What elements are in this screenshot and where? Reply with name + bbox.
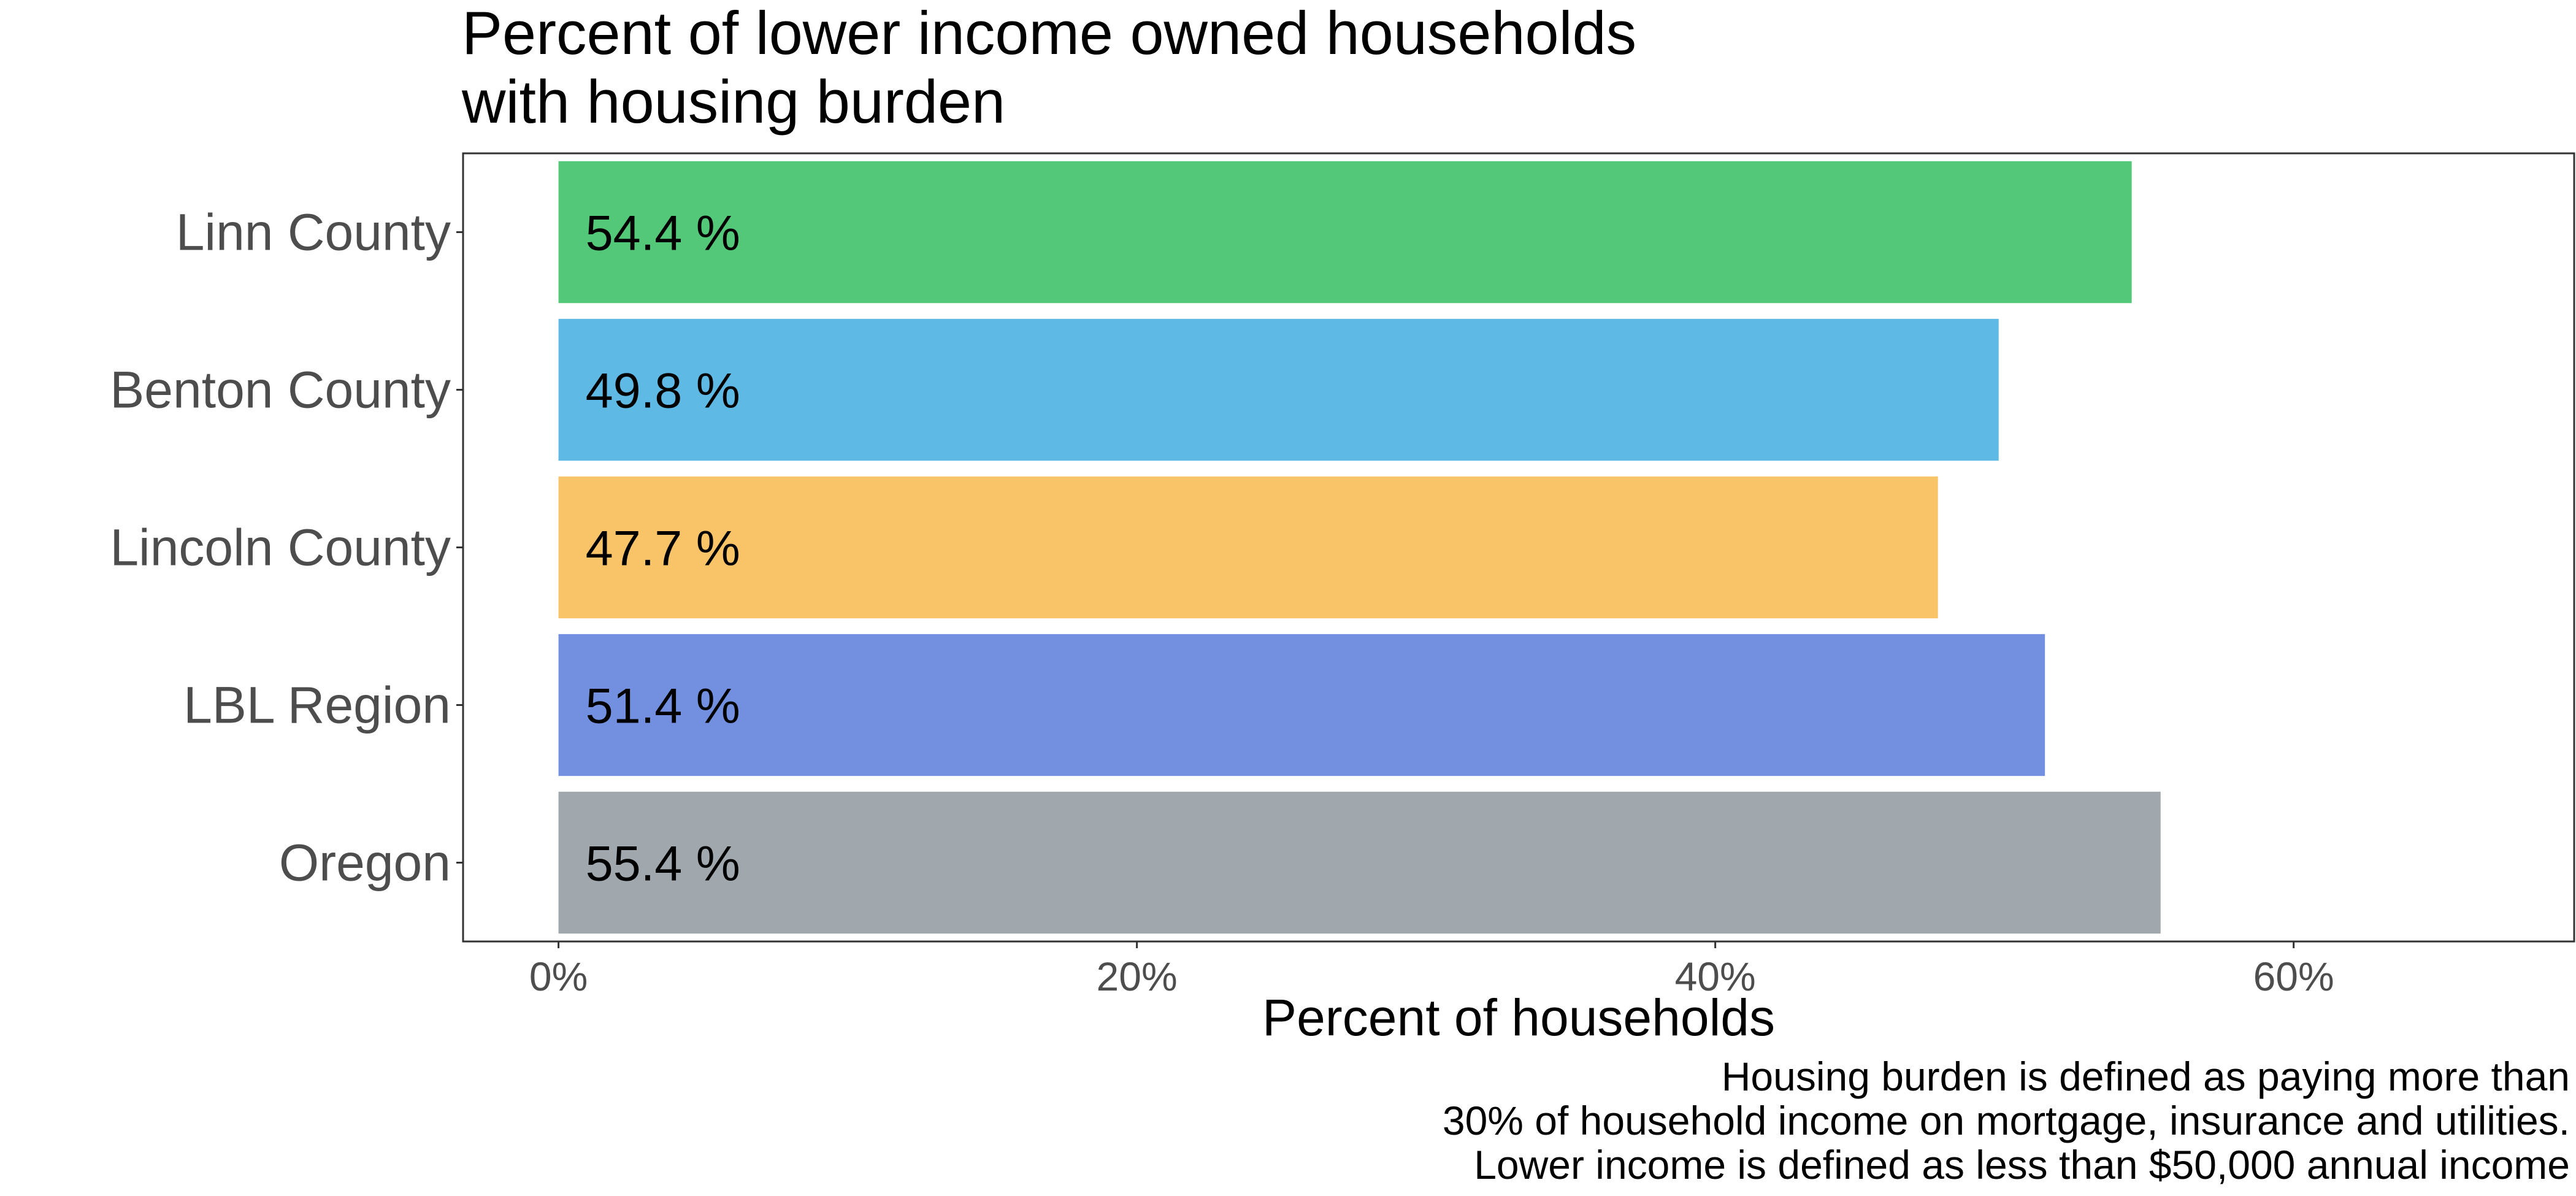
- bar-2: [558, 318, 1999, 461]
- caption-line-1: Housing burden is defined as paying more…: [1722, 1054, 2570, 1099]
- x-tick-label-2: 20%: [1097, 954, 1178, 999]
- y-category-label-3: Lincoln County: [110, 519, 451, 577]
- chart-title: Percent of lower income owned households…: [461, 0, 1636, 136]
- x-axis-title: Percent of households: [1262, 989, 1775, 1046]
- caption-line-2: 30% of household income on mortgage, ins…: [1443, 1098, 2570, 1143]
- y-axis-category-labels: Linn County Benton County Lincoln County LB…: [110, 204, 463, 892]
- bar-value-label-4: 51.4 %: [586, 679, 740, 734]
- y-category-label-2: Benton County: [110, 361, 451, 419]
- chart-title-line-2: with housing burden: [461, 67, 1005, 136]
- chart-title-line-1: Percent of lower income owned households: [462, 0, 1636, 67]
- x-tick-label-4: 60%: [2253, 954, 2334, 999]
- bar-value-label-1: 54.4 %: [586, 206, 740, 261]
- bar-5: [558, 791, 2161, 934]
- x-axis-ticks: 0% 20% 40% 60%: [529, 941, 2334, 999]
- bar-1: [558, 161, 2132, 304]
- bar-3: [558, 476, 1938, 619]
- bar-value-label-2: 49.8 %: [586, 364, 740, 419]
- bar-4: [558, 634, 2045, 776]
- bar-value-label-3: 47.7 %: [586, 521, 740, 577]
- caption-line-3: Lower income is defined as less than $50…: [1474, 1142, 2570, 1187]
- chart-caption: Housing burden is defined as paying more…: [1443, 1054, 2570, 1187]
- y-category-label-1: Linn County: [176, 204, 451, 261]
- x-tick-label-1: 0%: [529, 954, 588, 999]
- x-tick-label-3: 40%: [1675, 954, 1756, 999]
- bars-layer: 54.4 % 49.8 % 47.7 % 51.4 % 55.4 %: [558, 161, 2161, 934]
- bar-value-label-5: 55.4 %: [586, 837, 740, 892]
- y-category-label-5: Oregon: [279, 834, 451, 892]
- y-category-label-4: LBL Region: [183, 677, 451, 734]
